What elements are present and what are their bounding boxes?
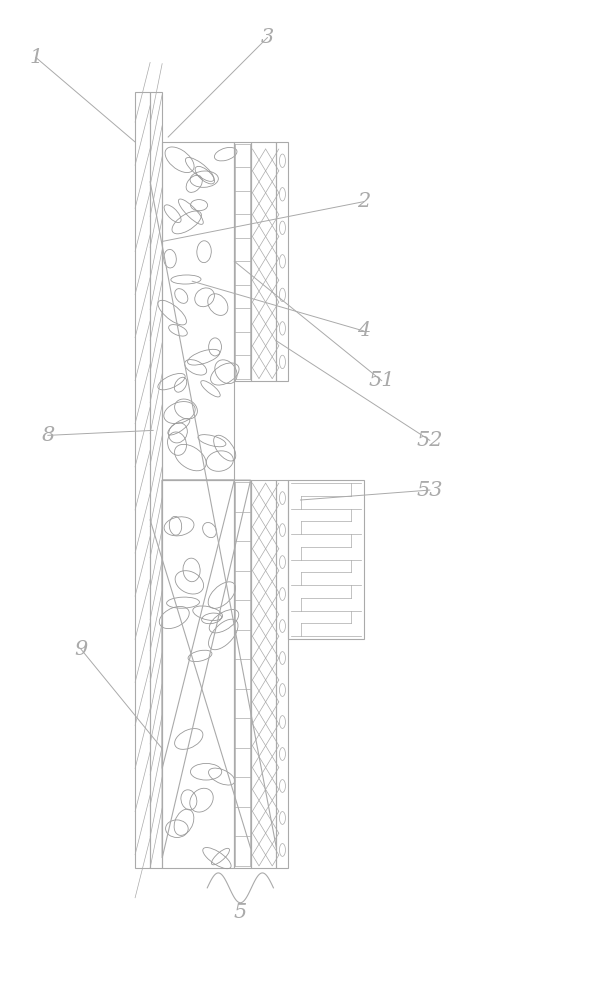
Text: 1: 1 bbox=[29, 48, 42, 67]
Bar bbox=[276, 142, 288, 381]
Bar bbox=[234, 142, 251, 381]
Text: 51: 51 bbox=[368, 371, 395, 390]
Text: 3: 3 bbox=[261, 28, 274, 47]
Bar bbox=[135, 92, 150, 868]
Bar bbox=[251, 480, 276, 868]
Bar bbox=[162, 142, 234, 480]
Text: 8: 8 bbox=[41, 426, 55, 445]
Bar bbox=[162, 480, 234, 868]
Text: 4: 4 bbox=[357, 321, 370, 340]
Bar bbox=[150, 92, 162, 868]
Text: 52: 52 bbox=[416, 431, 443, 450]
Bar bbox=[234, 480, 251, 868]
Bar bbox=[251, 142, 276, 381]
Bar bbox=[288, 480, 364, 639]
Text: 53: 53 bbox=[416, 481, 443, 500]
Bar bbox=[276, 480, 288, 868]
Text: 2: 2 bbox=[357, 192, 370, 211]
Text: 5: 5 bbox=[234, 903, 247, 922]
Text: 9: 9 bbox=[74, 640, 87, 659]
